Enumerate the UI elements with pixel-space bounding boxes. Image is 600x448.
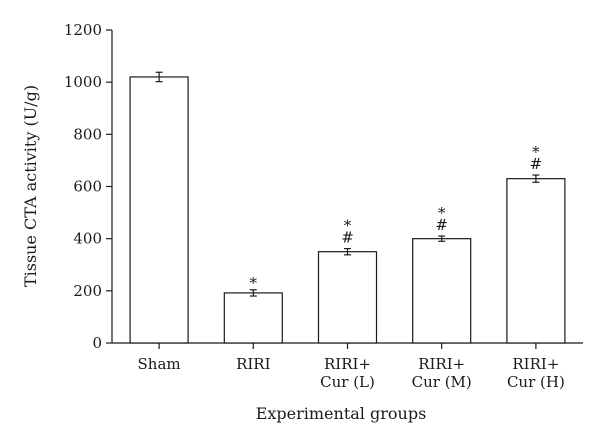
x-tick-label: Cur (L): [320, 373, 375, 391]
y-tick-label: 1200: [64, 21, 102, 39]
bar-group: [129, 71, 189, 344]
x-tick-label: Sham: [138, 355, 181, 373]
bar: [129, 76, 189, 344]
significance-hash: #: [341, 229, 354, 247]
significance-star: *: [344, 217, 352, 235]
significance-hash: #: [530, 155, 543, 173]
significance-star: *: [250, 274, 258, 292]
bar: [412, 238, 472, 344]
bar-group: *#: [317, 217, 378, 344]
significance-star: *: [532, 143, 540, 161]
y-tick-label: 1000: [64, 73, 102, 91]
bar: [506, 178, 566, 344]
significance-star: *: [438, 204, 446, 222]
bar: [223, 292, 283, 344]
bar: [317, 251, 378, 344]
y-axis-title: Tissue CTA activity (U/g): [21, 85, 40, 287]
x-tick-label: RIRI+: [418, 355, 465, 373]
bar-group: *: [223, 274, 283, 344]
x-axis-title: Experimental groups: [256, 404, 427, 423]
x-axis: Sham RIRI RIRI+Cur (L)RIRI+Cur (M)RIRI+Cur…: [112, 342, 583, 391]
x-tick-label: Cur (H): [507, 373, 565, 391]
y-tick-label: 0: [92, 334, 102, 352]
y-tick-label: 400: [73, 230, 102, 248]
significance-hash: #: [435, 216, 448, 234]
bar-group: *#: [506, 143, 566, 344]
y-tick-label: 800: [73, 125, 102, 143]
y-tick-label: 600: [73, 178, 102, 196]
x-tick-label: RIRI+: [324, 355, 371, 373]
x-tick-label: RIRI+: [512, 355, 559, 373]
y-axis: 0 200 400 600 800 1000 1200: [64, 21, 113, 352]
bars: **#*#*#: [129, 71, 566, 344]
x-tick-label: RIRI: [236, 355, 271, 373]
x-tick-label: Cur (M): [412, 373, 472, 391]
y-tick-label: 200: [73, 282, 102, 300]
bar-group: *#: [412, 204, 472, 344]
